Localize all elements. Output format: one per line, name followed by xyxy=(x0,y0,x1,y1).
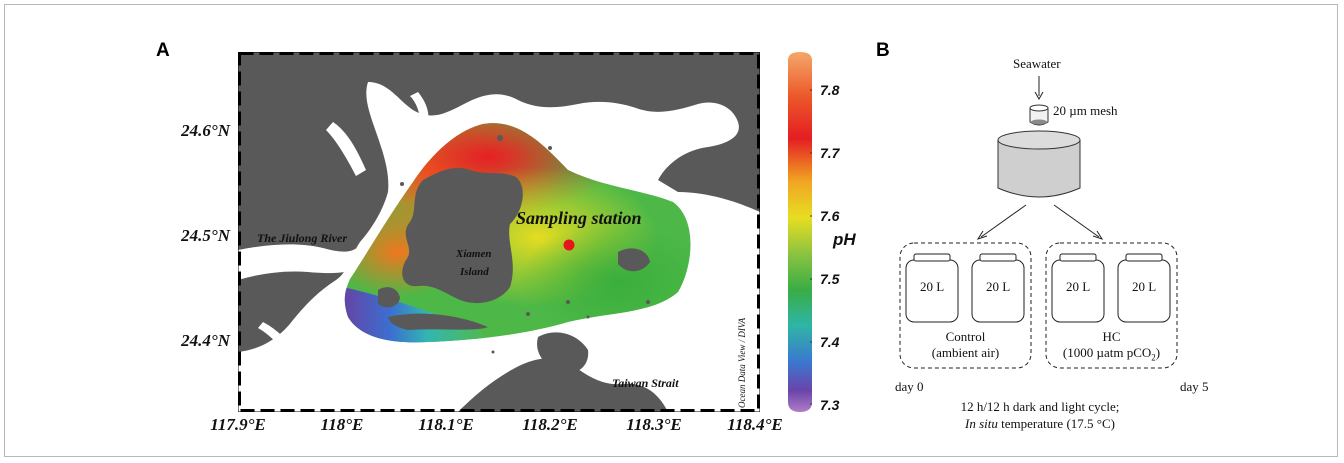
figure-frame xyxy=(4,4,1338,457)
lon-label-118-2: 118.2°E xyxy=(522,415,578,434)
hc-group-box xyxy=(1045,242,1178,369)
sampling-station-dot xyxy=(563,239,575,251)
panel-a-label: A xyxy=(156,40,170,61)
river-label: The Jiulong River xyxy=(257,231,348,245)
jar-label-2: 20 L xyxy=(986,279,1011,294)
control-detail: (ambient air) xyxy=(931,345,1000,360)
jar-label-1: 20 L xyxy=(920,279,945,294)
lon-label-117-9: 117.9°E xyxy=(210,415,266,434)
lat-label-24-5: 24.5°N xyxy=(181,226,230,245)
control-group-box xyxy=(899,242,1032,369)
colorbar-tick-7-4: 7.4 xyxy=(820,334,840,350)
colorbar-tick-7-6: 7.6 xyxy=(820,208,840,224)
experiment-diagram xyxy=(899,76,1178,369)
cycle-label: 12 h/12 h dark and light cycle; xyxy=(960,399,1120,414)
station-label: Sampling station xyxy=(516,208,642,228)
jar-label-4: 20 L xyxy=(1132,279,1157,294)
credit-text: Ocean Data View / DIVA xyxy=(737,317,747,408)
panel-b-label: B xyxy=(876,40,890,61)
control-label: Control xyxy=(945,329,986,344)
lon-label-118: 118°E xyxy=(320,415,364,434)
colorbar-tick-7-3: 7.3 xyxy=(820,397,840,413)
island-label-line2: Island xyxy=(460,266,489,278)
colorbar-tick-7-5: 7.5 xyxy=(820,271,840,287)
map-frame xyxy=(238,52,760,412)
lon-label-118-3: 118.3°E xyxy=(626,415,682,434)
ph-colorbar xyxy=(788,52,812,412)
colorbar-tick-7-8: 7.8 xyxy=(820,82,840,98)
island-label-line1: Xiamen xyxy=(456,248,492,260)
lat-label-24-4: 24.4°N xyxy=(181,331,230,350)
hc-detail: (1000 µatm pCO2) xyxy=(1062,345,1161,363)
lon-label-118-4: 118.4°E xyxy=(727,415,783,434)
seawater-label: Seawater xyxy=(1013,56,1061,71)
hc-label: HC xyxy=(1102,329,1121,344)
day-end-label: day 5 xyxy=(1180,379,1209,394)
jar-label-3: 20 L xyxy=(1066,279,1091,294)
xiamen-island xyxy=(402,167,523,304)
ph-map xyxy=(237,51,761,413)
strait-label: Taiwan Strait xyxy=(612,376,679,390)
mesh-cup xyxy=(1029,104,1049,126)
map-canvas xyxy=(237,51,761,413)
temperature-label: In situ temperature (17.5 °C) xyxy=(965,416,1115,431)
jars xyxy=(905,253,1171,323)
colorbar-title: pH xyxy=(833,230,856,249)
lat-label-24-6: 24.6°N xyxy=(181,121,230,140)
mesh-label: 20 µm mesh xyxy=(1053,103,1118,118)
large-tank xyxy=(997,130,1081,198)
day-start-label: day 0 xyxy=(895,379,924,394)
lon-label-118-1: 118.1°E xyxy=(418,415,474,434)
colorbar-tick-7-7: 7.7 xyxy=(820,145,840,161)
colorbar-ticks xyxy=(810,89,812,405)
